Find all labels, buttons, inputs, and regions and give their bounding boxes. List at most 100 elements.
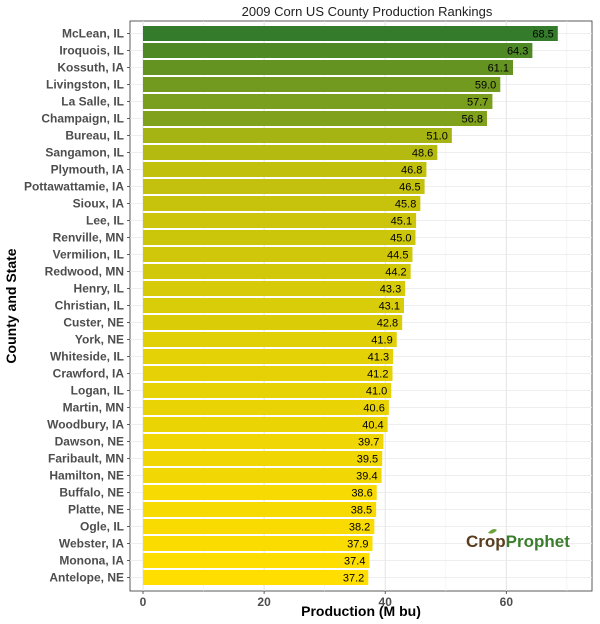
bar [143,264,411,279]
x-axis-ticks: 0 20 40 60 [140,591,513,609]
bar-value-label: 41.9 [371,335,392,347]
bar-value-label: 59.0 [475,80,496,92]
bar [143,60,513,75]
chart-title: 2009 Corn US County Production Rankings [242,4,493,19]
bar-value-label: 68.5 [532,29,553,41]
category-label: Crawford, IA [53,367,125,381]
category-label: Platte, NE [68,503,124,517]
category-label: Sangamon, IL [45,146,124,160]
category-label: Woodbury, IA [47,418,124,432]
bar [143,519,375,534]
bar-value-label: 40.6 [363,403,384,415]
bar-value-label: 38.2 [349,522,370,534]
bar-value-label: 44.2 [385,267,406,279]
cropprophet-logo: CropProphet [466,529,570,551]
bar [143,434,384,449]
bar [143,43,533,58]
logo-text-crop: Crop [466,532,506,551]
category-label: Whiteside, IL [50,350,124,364]
bar-value-label: 41.3 [368,352,389,364]
bar-value-label: 38.5 [351,505,372,517]
bar [143,383,392,398]
category-label: La Salle, IL [61,95,124,109]
category-label: Sioux, IA [73,197,125,211]
bar [143,400,389,415]
bar [143,366,393,381]
category-label: Pottawattamie, IA [24,180,124,194]
x-tick-label: 20 [257,595,271,609]
category-label: Custer, NE [63,316,124,330]
category-label: Renville, MN [53,231,124,245]
bar-value-label: 44.5 [387,250,408,262]
category-label: Iroquois, IL [59,44,124,58]
bar [143,213,417,228]
category-label: Martin, MN [63,401,124,415]
bar-value-label: 45.8 [395,199,416,211]
category-label: Lee, IL [86,214,124,228]
category-label: Dawson, NE [55,435,124,449]
bar [143,230,416,245]
bar-value-label: 51.0 [426,131,447,143]
category-label: Redwood, MN [45,265,124,279]
category-labels: McLean, IL Iroquois, IL Kossuth, IA Livings… [24,27,130,585]
bar [143,26,558,41]
category-label: Bureau, IL [65,129,124,143]
bar [143,247,413,262]
x-axis-title: Production (M bu) [301,603,421,619]
bar-value-label: 37.2 [343,573,364,585]
category-label: Livingston, IL [46,78,124,92]
category-label: Plymouth, IA [51,163,125,177]
category-label: Monona, IA [59,554,124,568]
bar-value-label: 41.2 [367,369,388,381]
bar [143,162,427,177]
bar-value-label: 37.9 [347,539,368,551]
bar-value-label: 42.8 [377,318,398,330]
bar-value-label: 40.4 [362,420,383,432]
bar-value-label: 48.6 [412,148,433,160]
category-label: Champaign, IL [41,112,124,126]
bar-value-label: 43.1 [379,301,400,313]
bar-value-label: 39.4 [356,471,377,483]
bar-value-label: 57.7 [467,97,488,109]
value-labels: 68.5 64.3 61.1 59.0 57.7 56.8 51.0 48.6 46.8 46.5… [343,29,554,585]
category-label: Buffalo, NE [59,486,124,500]
bar [143,553,370,568]
bar [143,502,377,517]
bar-value-label: 39.5 [357,454,378,466]
bar-value-label: 38.6 [351,488,372,500]
category-label: Logan, IL [71,384,124,398]
category-label: Christian, IL [55,299,124,313]
category-label: Antelope, NE [49,571,124,585]
leaf-icon [488,529,497,534]
bars [143,26,558,585]
bar-value-label: 56.8 [462,114,483,126]
bar [143,349,394,364]
y-axis-title: County and State [3,248,19,363]
category-label: Kossuth, IA [57,61,124,75]
bar [143,111,487,126]
bar-value-label: 37.4 [344,556,365,568]
bar [143,536,373,551]
bar-value-label: 64.3 [507,46,528,58]
bar [143,179,425,194]
category-label: Henry, IL [74,282,124,296]
bar-value-label: 43.3 [380,284,401,296]
bar [143,451,383,466]
category-label: Vermilion, IL [53,248,124,262]
bar [143,196,421,211]
bar [143,417,388,432]
bar [143,332,397,347]
bar-value-label: 45.1 [391,216,412,228]
bar-value-label: 46.5 [399,182,420,194]
bar [143,485,377,500]
bar [143,128,452,143]
bar [143,468,382,483]
category-label: York, NE [75,333,124,347]
category-label: Faribault, MN [48,452,124,466]
x-tick-label: 0 [140,595,147,609]
bar-value-label: 46.8 [401,165,422,177]
category-label: McLean, IL [62,27,124,41]
logo-text-prophet: Prophet [506,532,571,551]
bar [143,77,501,92]
